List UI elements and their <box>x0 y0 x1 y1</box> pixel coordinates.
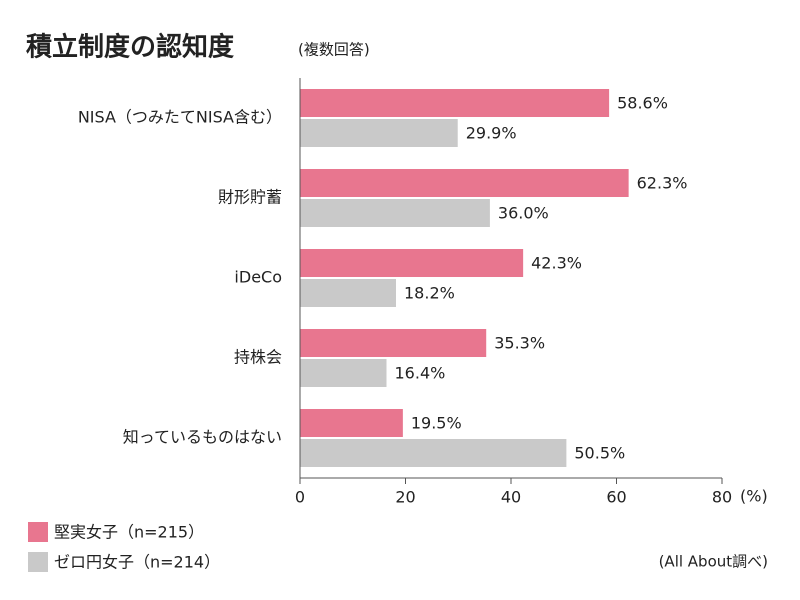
bar <box>300 359 387 387</box>
y-tick-label: 知っているものはない <box>123 428 282 447</box>
legend-label: ゼロ円女子（n=214） <box>54 553 220 572</box>
x-tick-label: 0 <box>295 488 305 507</box>
x-tick-label: 20 <box>395 488 415 507</box>
value-label: 50.5% <box>574 444 625 463</box>
x-axis-label: (%) <box>740 487 768 506</box>
value-label: 29.9% <box>466 124 517 143</box>
bar <box>300 119 458 147</box>
legend-swatch <box>28 522 48 542</box>
bar <box>300 329 487 357</box>
y-tick-label: 財形貯蓄 <box>218 188 282 207</box>
bar <box>300 439 567 467</box>
y-tick-label: NISA（つみたてNISA含む） <box>78 108 282 127</box>
value-label: 16.4% <box>395 364 446 383</box>
value-label: 42.3% <box>531 254 582 273</box>
source: (All About調べ) <box>659 553 768 571</box>
bar <box>300 169 629 197</box>
legend-label: 堅実女子（n=215） <box>54 523 204 542</box>
chart-subtitle: (複数回答) <box>298 41 370 59</box>
value-label: 36.0% <box>498 204 549 223</box>
bar <box>300 409 403 437</box>
x-tick-label: 40 <box>501 488 521 507</box>
y-tick-label: iDeCo <box>234 268 282 287</box>
x-tick-label: 80 <box>712 488 732 507</box>
x-tick-label: 60 <box>606 488 626 507</box>
bar <box>300 249 524 277</box>
y-tick-label: 持株会 <box>234 348 282 367</box>
chart-title: 積立制度の認知度 <box>26 32 234 63</box>
bar <box>300 279 397 307</box>
value-label: 19.5% <box>411 414 462 433</box>
value-label: 18.2% <box>404 284 455 303</box>
bar <box>300 89 610 117</box>
value-label: 58.6% <box>617 94 668 113</box>
value-label: 35.3% <box>494 334 545 353</box>
legend-swatch <box>28 552 48 572</box>
value-label: 62.3% <box>637 174 688 193</box>
bar <box>300 199 490 227</box>
